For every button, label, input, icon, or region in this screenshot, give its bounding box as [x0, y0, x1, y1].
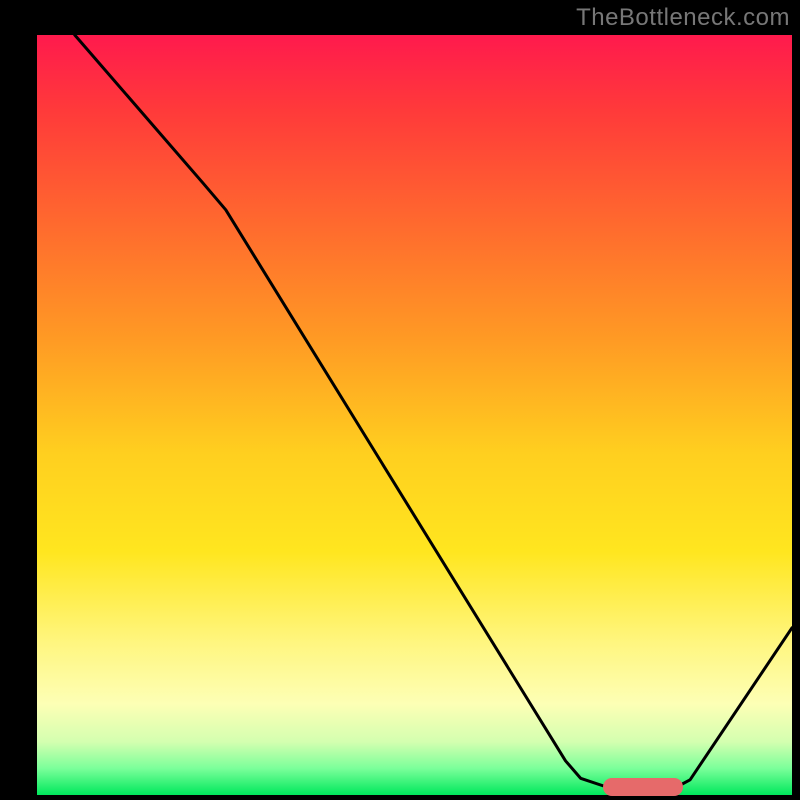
optimal-marker: [603, 778, 682, 796]
watermark-text: TheBottleneck.com: [576, 4, 790, 32]
plot-area: [37, 35, 792, 795]
chart-root: { "watermark": { "text": "TheBottleneck.…: [0, 0, 800, 800]
